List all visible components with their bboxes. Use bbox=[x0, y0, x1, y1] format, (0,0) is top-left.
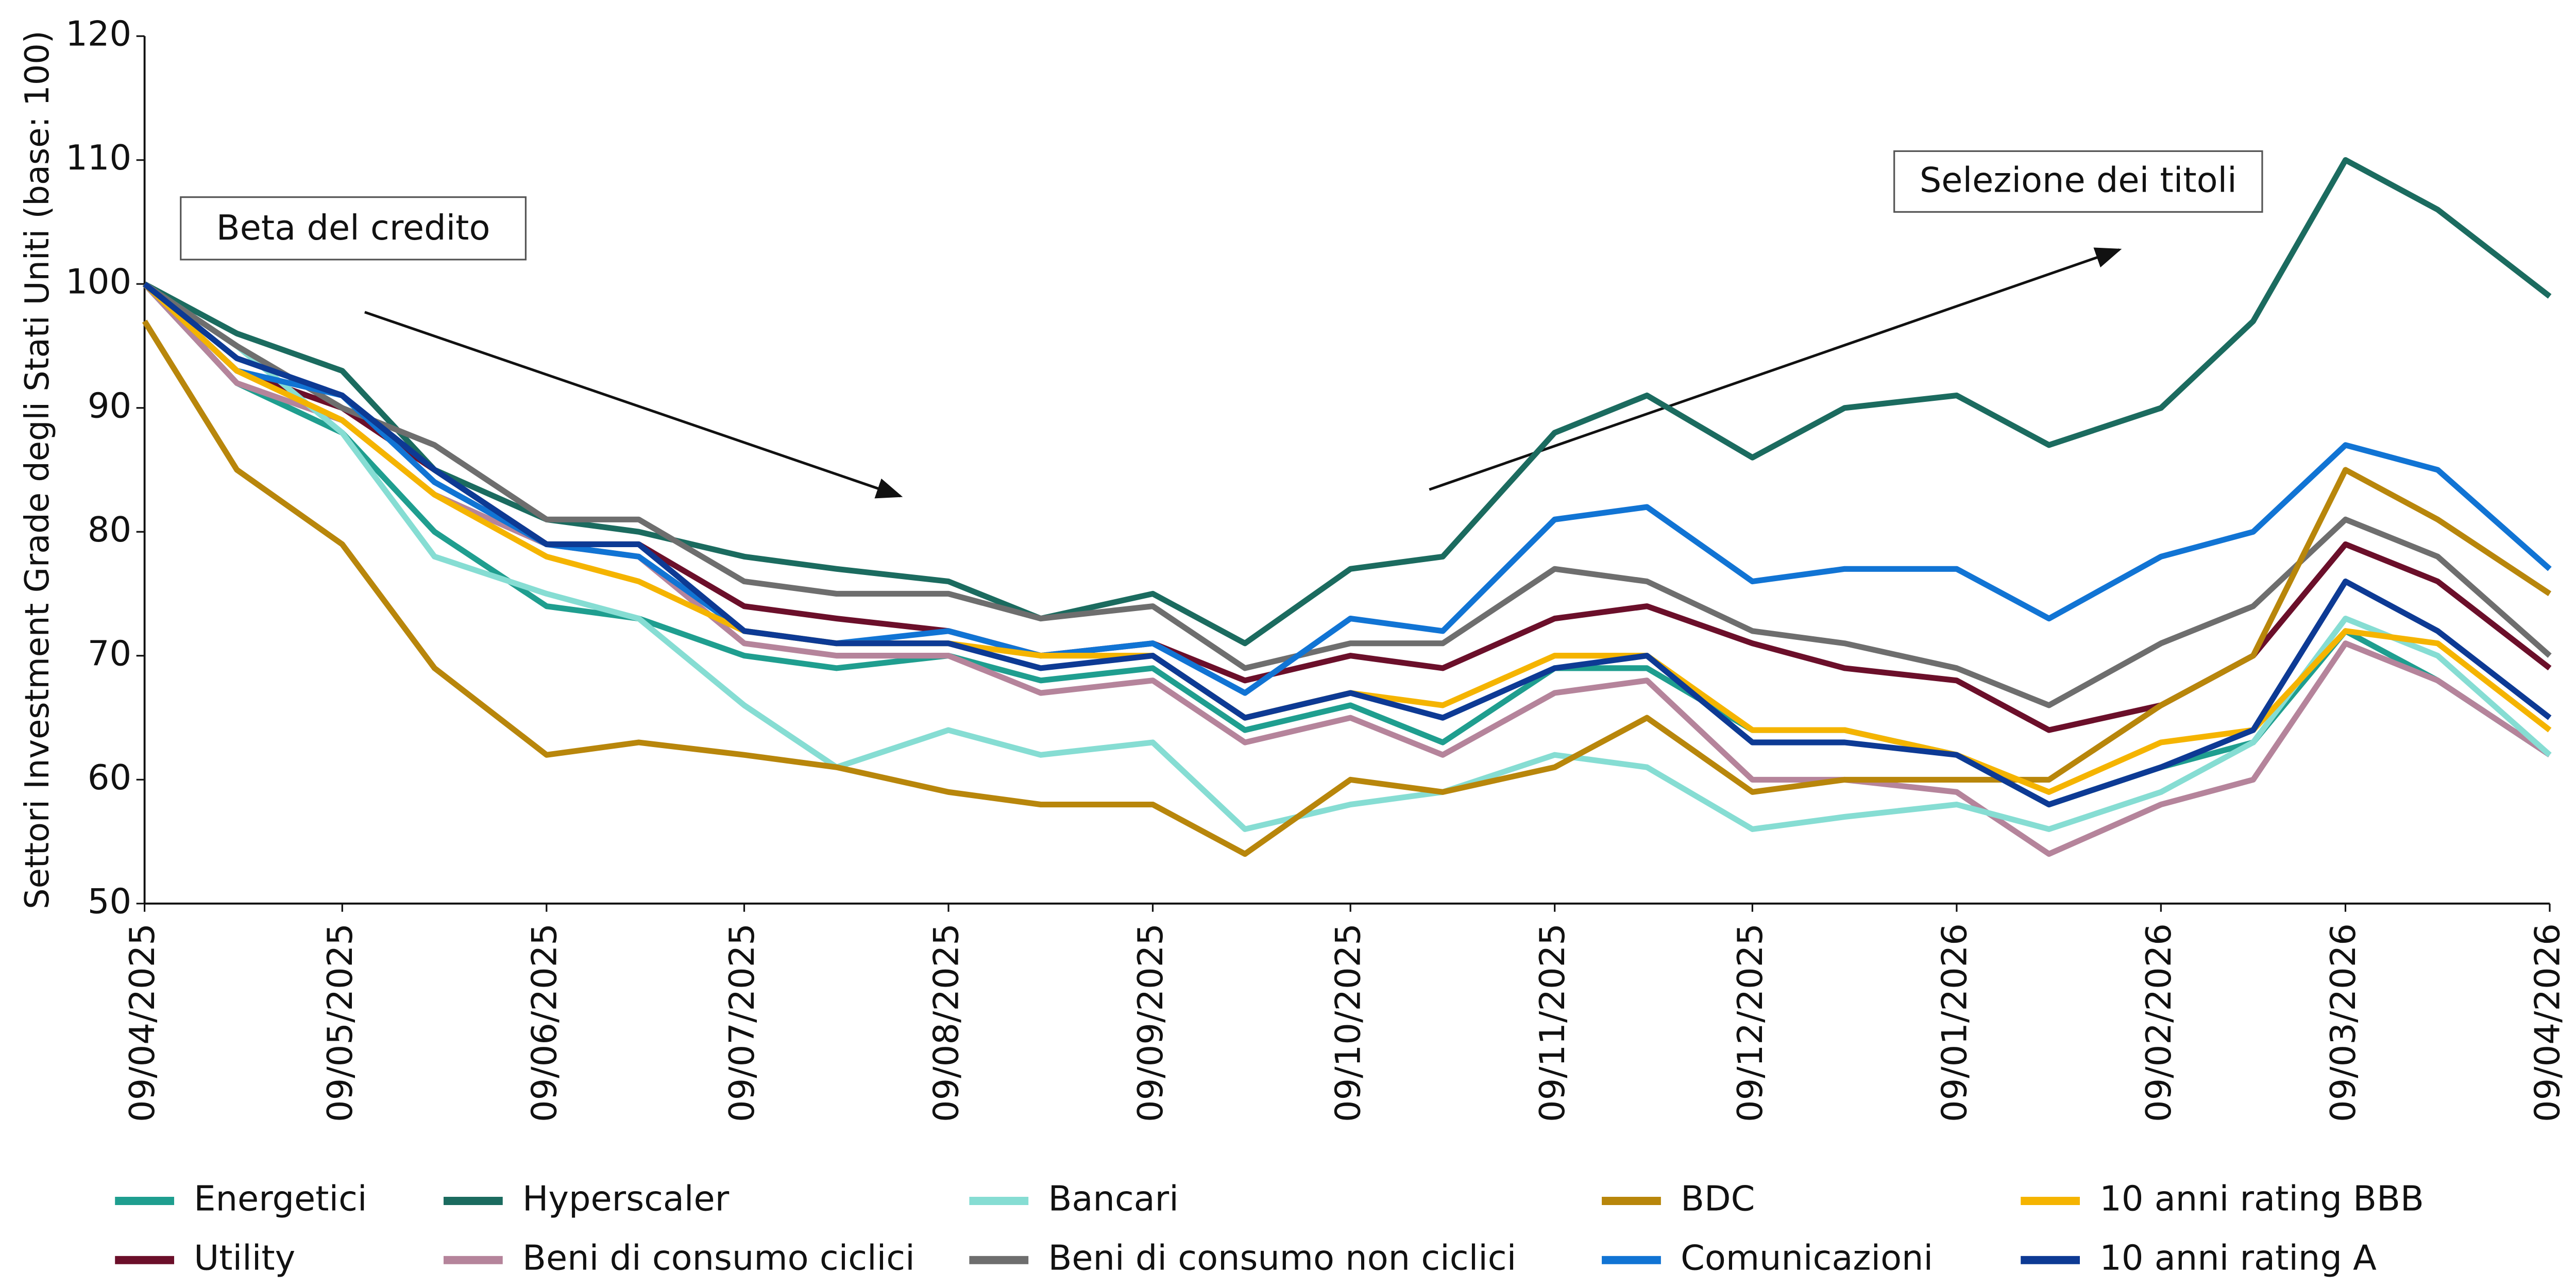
legend-label: Energetici bbox=[194, 1179, 367, 1219]
series-line bbox=[143, 281, 2552, 832]
annotation-box bbox=[1893, 150, 2263, 213]
y-tick-label: 50 bbox=[88, 881, 131, 921]
legend-label: Utility bbox=[194, 1238, 295, 1278]
x-tick-label: 09/08/2025 bbox=[926, 923, 967, 1122]
x-tick-label: 09/05/2025 bbox=[320, 923, 360, 1122]
legend-label: Hyperscaler bbox=[522, 1179, 730, 1219]
legend-label: Bancari bbox=[1048, 1179, 1178, 1219]
y-tick-label: 100 bbox=[65, 262, 131, 302]
y-tick-label: 120 bbox=[65, 14, 131, 54]
x-tick-label: 09/09/2025 bbox=[1130, 923, 1171, 1122]
x-tick-label: 09/03/2026 bbox=[2323, 923, 2363, 1122]
y-axis-label: Settori Investment Grade degli Stati Uni… bbox=[19, 30, 57, 909]
y-tick-label: 60 bbox=[88, 757, 131, 798]
annotation-box bbox=[180, 196, 527, 261]
legend-label: Beni di consumo non ciclici bbox=[1048, 1238, 1516, 1278]
series-line bbox=[142, 282, 2552, 733]
annotation-arrow bbox=[364, 311, 903, 499]
x-tick-label: 09/07/2025 bbox=[722, 923, 762, 1122]
x-tick-label: 09/04/2025 bbox=[122, 923, 162, 1122]
y-tick-label: 80 bbox=[88, 510, 131, 550]
series-line bbox=[142, 319, 2552, 857]
annotation: Beta del credito bbox=[216, 208, 490, 248]
x-tick-label: 09/06/2025 bbox=[524, 923, 564, 1122]
annotation: Selezione dei titoli bbox=[1920, 160, 2237, 200]
x-tick-label: 09/01/2026 bbox=[1934, 923, 1974, 1122]
y-tick-label: 70 bbox=[88, 633, 131, 673]
legend-label: 10 anni rating A bbox=[2099, 1238, 2377, 1278]
legend-label: Beni di consumo ciclici bbox=[522, 1238, 915, 1278]
series-line bbox=[143, 281, 2552, 808]
y-tick-label: 90 bbox=[88, 385, 131, 426]
legend-label: Comunicazioni bbox=[1681, 1238, 1933, 1278]
legend-label: 10 anni rating BBB bbox=[2099, 1179, 2424, 1219]
series-line bbox=[143, 281, 2552, 708]
x-tick-label: 09/11/2025 bbox=[1532, 923, 1572, 1122]
legend-label: BDC bbox=[1681, 1179, 1755, 1219]
x-tick-label: 09/02/2026 bbox=[2139, 923, 2179, 1122]
x-tick-label: 09/12/2025 bbox=[1730, 923, 1770, 1122]
x-tick-label: 09/10/2025 bbox=[1328, 923, 1368, 1122]
y-tick-label: 110 bbox=[65, 138, 131, 178]
annotation-arrow bbox=[1429, 247, 2122, 491]
x-tick-label: 09/04/2026 bbox=[2528, 923, 2568, 1122]
